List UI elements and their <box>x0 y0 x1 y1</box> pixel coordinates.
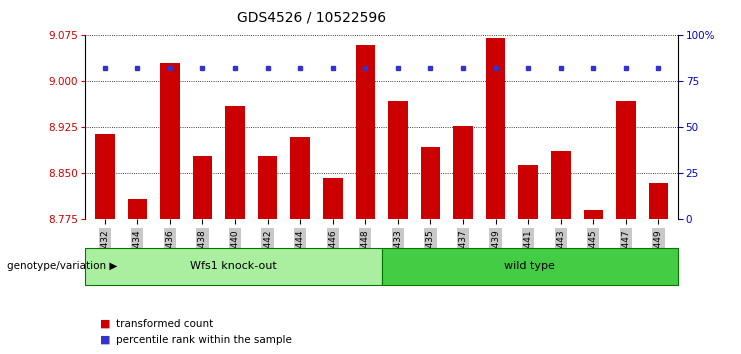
Bar <box>421 147 440 219</box>
Bar <box>258 156 277 219</box>
Bar <box>584 210 603 219</box>
Text: Wfs1 knock-out: Wfs1 knock-out <box>190 261 277 272</box>
Text: transformed count: transformed count <box>116 319 213 329</box>
Bar <box>95 133 115 219</box>
Bar <box>486 39 505 219</box>
Text: GDS4526 / 10522596: GDS4526 / 10522596 <box>236 11 386 25</box>
Bar <box>193 156 212 219</box>
Bar <box>519 165 538 219</box>
Bar <box>453 126 473 219</box>
Text: percentile rank within the sample: percentile rank within the sample <box>116 335 292 345</box>
Text: ■: ■ <box>100 319 110 329</box>
Bar <box>127 199 147 219</box>
Text: genotype/variation ▶: genotype/variation ▶ <box>7 261 118 272</box>
Text: wild type: wild type <box>505 261 555 272</box>
Bar <box>648 183 668 219</box>
Bar <box>323 178 342 219</box>
Bar <box>160 63 179 219</box>
Bar <box>616 101 636 219</box>
Bar <box>356 45 375 219</box>
Bar <box>225 106 245 219</box>
Bar <box>290 137 310 219</box>
Bar <box>551 152 571 219</box>
Bar <box>388 101 408 219</box>
Text: ■: ■ <box>100 335 110 345</box>
